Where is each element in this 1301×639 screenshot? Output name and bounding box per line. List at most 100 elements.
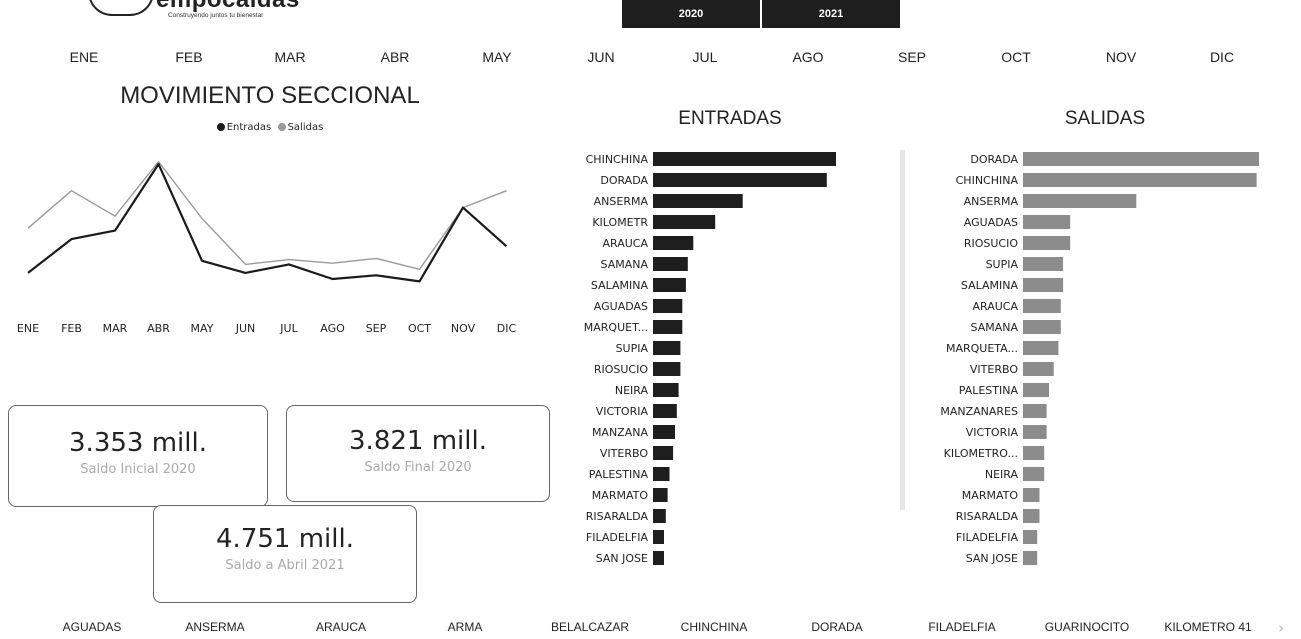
- x-tick-label: DIC: [497, 322, 517, 335]
- bar[interactable]: [653, 341, 680, 355]
- kpi-label: Saldo a Abril 2021: [154, 558, 416, 573]
- month-filter-ago[interactable]: AGO: [792, 49, 823, 65]
- series-line-entradas: [28, 164, 507, 281]
- slicer-item[interactable]: FILADELFIA: [928, 620, 995, 634]
- slicer-item[interactable]: KILOMETRO 41: [1164, 620, 1251, 634]
- y-tick-label: KILOMETR: [592, 216, 648, 229]
- month-filter-sep[interactable]: SEP: [898, 49, 926, 65]
- slicer-item[interactable]: BELALCAZAR: [551, 620, 629, 634]
- month-filter: ENE FEB MAR ABR MAY JUN JUL AGO SEP OCT …: [0, 49, 1301, 69]
- bar[interactable]: [653, 362, 680, 376]
- bar[interactable]: [653, 320, 682, 334]
- bar[interactable]: [653, 467, 670, 481]
- y-tick-label: ANSERMA: [594, 195, 649, 208]
- y-tick-label: VICTORIA: [596, 405, 649, 418]
- bar[interactable]: [1023, 467, 1044, 481]
- bar[interactable]: [1023, 194, 1136, 208]
- bar[interactable]: [1023, 278, 1063, 292]
- bar[interactable]: [653, 509, 666, 523]
- month-filter-jun[interactable]: JUN: [587, 49, 614, 65]
- bar[interactable]: [653, 446, 673, 460]
- y-tick-label: SAN JOSE: [596, 552, 648, 565]
- bar[interactable]: [653, 383, 679, 397]
- logo-tagline: Construyendo juntos tu bienestar: [168, 12, 263, 19]
- bar[interactable]: [1023, 530, 1037, 544]
- bar[interactable]: [1023, 446, 1044, 460]
- month-filter-abr[interactable]: ABR: [381, 49, 410, 65]
- month-filter-may[interactable]: MAY: [482, 49, 511, 65]
- y-tick-label: NEIRA: [615, 384, 649, 397]
- bar[interactable]: [653, 236, 693, 250]
- year-button-2020[interactable]: 2020: [622, 0, 760, 28]
- y-tick-label: FILADELFIA: [956, 531, 1019, 544]
- bar[interactable]: [1023, 173, 1257, 187]
- y-tick-label: NEIRA: [985, 468, 1019, 481]
- bar[interactable]: [1023, 236, 1070, 250]
- slicer-item[interactable]: GUARINOCITO: [1045, 620, 1129, 634]
- bar[interactable]: [1023, 362, 1054, 376]
- y-tick-label: SAN JOSE: [966, 552, 1018, 565]
- slicer-item[interactable]: DORADA: [811, 620, 862, 634]
- bar[interactable]: [653, 530, 664, 544]
- slicer-item[interactable]: ARMA: [448, 620, 483, 634]
- year-button-2021[interactable]: 2021: [762, 0, 900, 28]
- bar[interactable]: [653, 278, 686, 292]
- slicer-item[interactable]: CHINCHINA: [681, 620, 748, 634]
- y-tick-label: KILOMETRO...: [944, 447, 1018, 460]
- bar[interactable]: [653, 257, 688, 271]
- x-tick-label: ABR: [147, 322, 170, 335]
- bar[interactable]: [653, 551, 664, 565]
- salidas-chart-title: SALIDAS: [1000, 108, 1210, 130]
- bar[interactable]: [653, 152, 836, 166]
- month-filter-dic[interactable]: DIC: [1210, 49, 1234, 65]
- logo-icon: [88, 0, 154, 16]
- bar[interactable]: [1023, 341, 1058, 355]
- month-filter-nov[interactable]: NOV: [1106, 49, 1136, 65]
- series-line-salidas: [28, 162, 507, 270]
- kpi-label: Saldo Inicial 2020: [9, 462, 267, 477]
- bar[interactable]: [653, 404, 677, 418]
- bar[interactable]: [1023, 215, 1070, 229]
- bar[interactable]: [1023, 152, 1259, 166]
- bar[interactable]: [1023, 257, 1063, 271]
- month-filter-jul[interactable]: JUL: [693, 49, 718, 65]
- line-chart-title: MOVIMIENTO SECCIONAL: [0, 82, 540, 110]
- y-tick-label: SALAMINA: [591, 279, 649, 292]
- x-tick-label: AGO: [320, 322, 345, 335]
- bar[interactable]: [1023, 404, 1047, 418]
- y-tick-label: SALAMINA: [961, 279, 1019, 292]
- bar[interactable]: [1023, 320, 1061, 334]
- bar[interactable]: [1023, 425, 1047, 439]
- y-tick-label: ARAUCA: [602, 237, 648, 250]
- entradas-chart-title: ENTRADAS: [620, 108, 840, 130]
- x-tick-label: FEB: [61, 322, 82, 335]
- legend-label-salidas: Salidas: [288, 122, 324, 133]
- slicer-item[interactable]: AGUADAS: [63, 620, 122, 634]
- x-tick-label: SEP: [366, 322, 387, 335]
- y-tick-label: ARAUCA: [972, 300, 1018, 313]
- y-tick-label: PALESTINA: [589, 468, 649, 481]
- municipio-slicer: AGUADAS ANSERMA ARAUCA ARMA BELALCAZAR C…: [0, 620, 1301, 636]
- bar[interactable]: [653, 173, 827, 187]
- bar[interactable]: [653, 194, 743, 208]
- bar[interactable]: [653, 425, 675, 439]
- bar[interactable]: [1023, 488, 1040, 502]
- y-tick-label: VITERBO: [600, 447, 648, 460]
- y-tick-label: AGUADAS: [964, 216, 1018, 229]
- line-chart: ENE FEB MAR ABR MAY JUN JUL AGO SEP OCT NOV DIC: [0, 140, 540, 345]
- scrollbar-track: [900, 150, 905, 510]
- bar[interactable]: [1023, 509, 1040, 523]
- month-filter-mar[interactable]: MAR: [274, 49, 305, 65]
- bar[interactable]: [1023, 383, 1049, 397]
- bar[interactable]: [1023, 551, 1037, 565]
- bar[interactable]: [653, 488, 668, 502]
- slicer-item[interactable]: ANSERMA: [185, 620, 244, 634]
- slicer-item[interactable]: ARAUCA: [316, 620, 366, 634]
- bar[interactable]: [653, 215, 715, 229]
- month-filter-feb[interactable]: FEB: [175, 49, 202, 65]
- bar[interactable]: [1023, 299, 1061, 313]
- chevron-right-icon[interactable]: ›: [1278, 618, 1284, 637]
- month-filter-oct[interactable]: OCT: [1001, 49, 1031, 65]
- bar[interactable]: [653, 299, 682, 313]
- month-filter-ene[interactable]: ENE: [70, 49, 99, 65]
